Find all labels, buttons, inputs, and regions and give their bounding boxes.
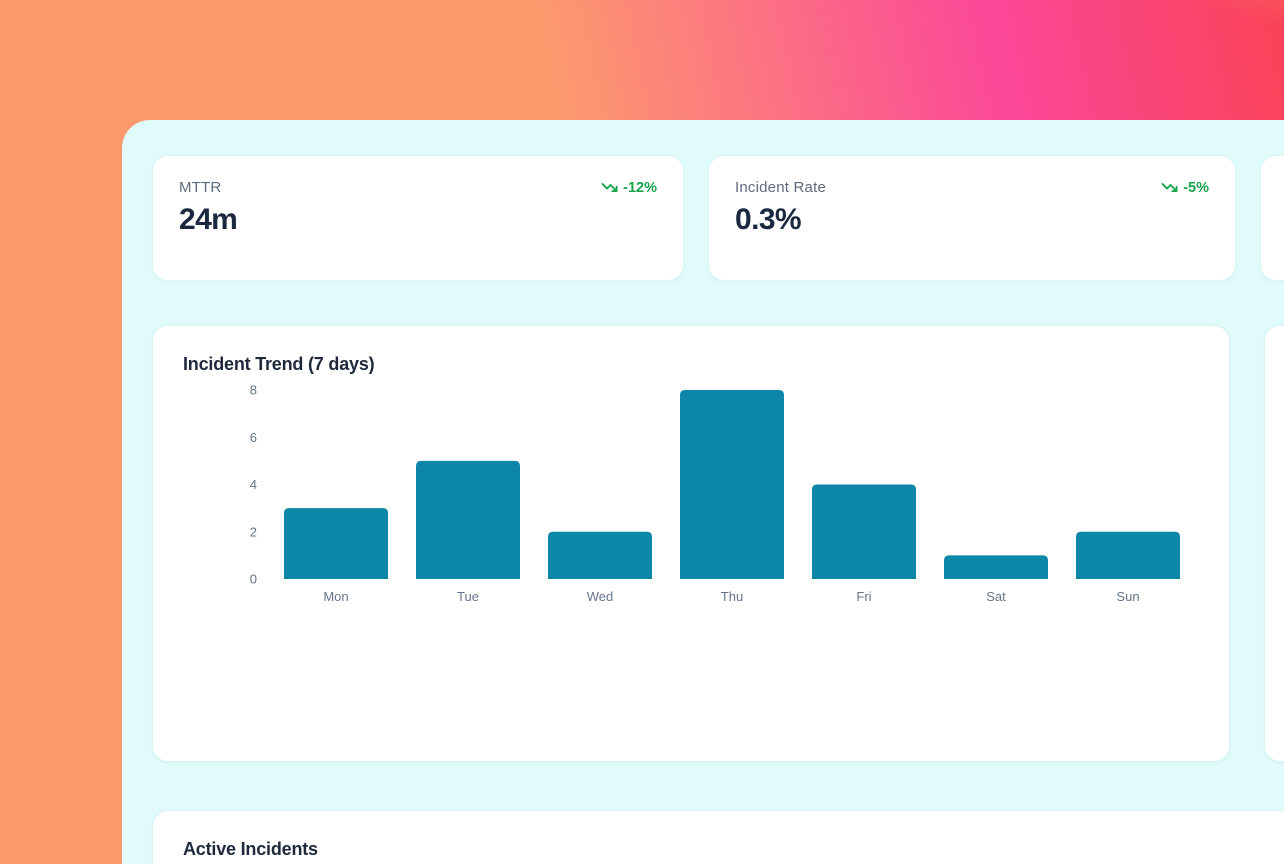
- kpi-trend-value: -5%: [1183, 179, 1209, 196]
- x-axis-label: Thu: [721, 589, 743, 604]
- x-axis-label: Tue: [457, 589, 479, 604]
- y-axis-tick: 2: [250, 524, 257, 539]
- kpi-trend-badge: -5%: [1161, 179, 1209, 196]
- incident-trend-card: Incident Trend (7 days) 0 2 4 6 8 Mon Tue Wed Th…: [152, 325, 1230, 762]
- kpi-value: 0.3%: [735, 203, 802, 236]
- y-axis-tick: 6: [250, 430, 257, 445]
- kpi-row: MTTR -12% 24m Incident Rate: [152, 155, 1284, 281]
- list-row: Active Incidents: [152, 810, 1284, 864]
- bar-fri: [812, 484, 916, 579]
- trending-down-icon: [1161, 183, 1178, 192]
- kpi-trend-badge: -12%: [601, 179, 657, 196]
- bar-sun: [1076, 531, 1180, 579]
- bar-wed: [548, 531, 652, 579]
- x-axis-label: Mon: [323, 589, 348, 604]
- side-card-partial: [1264, 325, 1284, 762]
- kpi-label: MTTR: [179, 179, 222, 196]
- bar-thu: [680, 390, 784, 579]
- active-incidents-card: Active Incidents: [152, 810, 1284, 864]
- bar-sat: [944, 555, 1048, 579]
- y-axis-tick: 0: [250, 572, 257, 587]
- kpi-card-header: Incident Rate -5%: [735, 179, 1209, 196]
- x-axis-label: Sat: [986, 589, 1006, 604]
- chart-row: Incident Trend (7 days) 0 2 4 6 8 Mon Tue Wed Th…: [152, 325, 1284, 762]
- kpi-value: 24m: [179, 203, 238, 236]
- y-axis-tick: 4: [250, 477, 257, 492]
- bar-tue: [416, 460, 520, 579]
- incident-trend-bar-chart: 0 2 4 6 8 Mon Tue Wed Thu Fri Sat Sun: [250, 383, 1180, 604]
- x-axis-label: Sun: [1116, 589, 1139, 604]
- x-axis-label: Fri: [856, 589, 871, 604]
- chart-title: Incident Trend (7 days): [183, 354, 375, 374]
- kpi-card-mttr: MTTR -12% 24m: [152, 155, 684, 281]
- active-incidents-title: Active Incidents: [183, 839, 318, 859]
- kpi-card-incident-rate: Incident Rate -5% 0.3%: [708, 155, 1236, 281]
- x-axis-label: Wed: [587, 589, 614, 604]
- kpi-trend-value: -12%: [623, 179, 657, 196]
- dashboard-panel: MTTR -12% 24m Incident Rate: [122, 120, 1284, 864]
- trending-down-icon: [601, 183, 618, 192]
- kpi-label: Incident Rate: [735, 179, 826, 196]
- kpi-card-partial: [1260, 155, 1284, 281]
- y-axis-tick: 8: [250, 383, 257, 398]
- kpi-card-header: MTTR -12%: [179, 179, 657, 196]
- bar-mon: [284, 508, 388, 579]
